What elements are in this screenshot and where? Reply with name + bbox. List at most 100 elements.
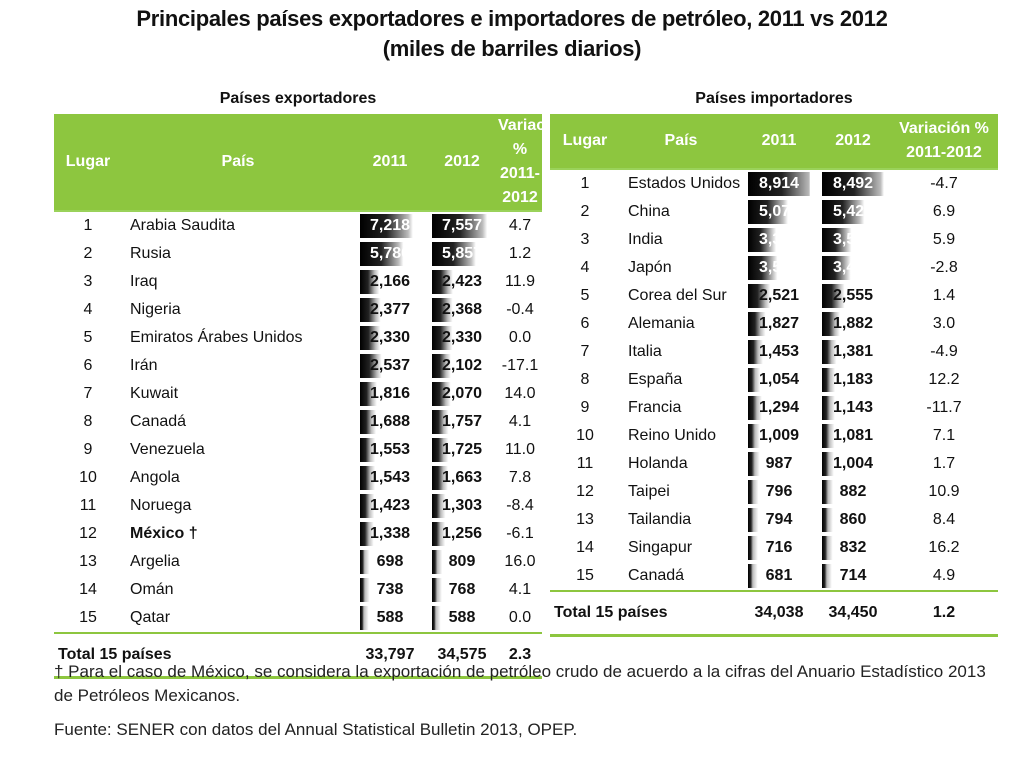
table-row: 14 Omán 738 768 4.1: [54, 576, 542, 604]
value-bar: [822, 200, 884, 224]
value-cell-2012: 8,492: [816, 168, 890, 198]
rank-cell: 11: [79, 497, 97, 514]
variation-cell: 5.9: [932, 231, 956, 248]
value-text: 5,074: [758, 203, 800, 220]
value-cell-2011: 2,537: [354, 352, 426, 380]
country-cell: Canadá: [130, 413, 187, 430]
value-bar: [432, 606, 492, 630]
table-row: 10 Reino Unido 1,009 1,081 7.1: [550, 422, 998, 450]
value-cell-2011: 1,816: [354, 380, 426, 408]
rank-cell: 10: [79, 469, 97, 486]
value-bar: [432, 214, 492, 238]
value-text: 1,423: [369, 497, 411, 514]
value-text: 681: [765, 567, 793, 584]
value-text: 1,256: [441, 525, 483, 542]
value-text: 1,303: [441, 497, 483, 514]
variation-cell: -4.7: [890, 168, 998, 198]
value-text: 3,360: [758, 231, 800, 248]
value-bar: [432, 410, 492, 434]
rank-cell: 6: [580, 315, 590, 332]
value-text: 1,816: [369, 385, 411, 402]
value-cell-2011: 8,914: [742, 168, 816, 198]
value-text: 1,688: [369, 413, 411, 430]
value-text: 2,555: [832, 287, 874, 304]
variation-cell: 7.1: [932, 427, 956, 444]
rank-cell: 11: [576, 455, 594, 472]
value-text: 1,453: [758, 343, 800, 360]
value-cell-2012: 2,070: [426, 380, 498, 408]
value-text: 1,009: [758, 427, 800, 444]
variation-cell: -11.7: [926, 399, 962, 416]
variation-cell: -6.1: [506, 525, 534, 542]
page-title: Principales países exportadores e import…: [136, 6, 888, 31]
table-row: 12 México † 1,338 1,256 -6.1: [54, 520, 542, 548]
variation-cell: 4.9: [932, 567, 956, 584]
rank-cell: 5: [83, 329, 93, 346]
value-cell-2012: 882: [816, 478, 890, 506]
rank-cell: 4: [580, 259, 590, 276]
value-bar: [360, 466, 420, 490]
header-variation-line2: 2011-2012: [906, 144, 982, 161]
value-bar: [748, 536, 810, 560]
value-cell-2012: 768: [426, 576, 498, 604]
value-bar: [748, 480, 810, 504]
rank-cell: 14: [79, 581, 97, 598]
value-bar: [432, 466, 492, 490]
value-bar: [432, 578, 492, 602]
country-cell: Francia: [628, 399, 682, 416]
variation-cell: 16.0: [504, 553, 536, 570]
country-cell: Singapur: [628, 539, 693, 556]
table-row: 3 India 3,360 3,559 5.9: [550, 226, 998, 254]
value-cell-2011: 1,338: [354, 520, 426, 548]
total-var: 2.3: [498, 632, 542, 679]
value-bar: [360, 522, 420, 546]
value-cell-2011: 738: [354, 576, 426, 604]
value-bar: [822, 452, 884, 476]
total-label: Total 15 países: [550, 590, 742, 637]
value-text: 714: [839, 567, 867, 584]
rank-cell: 4: [83, 301, 93, 318]
value-bar: [748, 424, 810, 448]
rank-cell: 5: [580, 287, 590, 304]
header-country: País: [122, 114, 354, 211]
value-cell-2012: 1,303: [426, 492, 498, 520]
value-cell-2011: 698: [354, 548, 426, 576]
value-text: 2,368: [441, 301, 483, 318]
value-text: 2,330: [369, 329, 411, 346]
exporters-body: 1 Arabia Saudita 7,218 7,557 4.7 2 Rusia 5,786 5…: [54, 210, 542, 679]
value-text: 7,218: [369, 217, 411, 234]
value-text: 1,757: [441, 413, 483, 430]
value-bar: [360, 438, 420, 462]
variation-cell: 16.2: [928, 539, 960, 556]
table-row: 5 Corea del Sur 2,521 2,555 1.4: [550, 282, 998, 310]
value-text: 2,377: [369, 301, 411, 318]
value-bar: [822, 312, 884, 336]
country-cell: Angola: [130, 469, 180, 486]
exporters-section-title: Países exportadores: [219, 90, 377, 107]
value-cell-2012: 1,663: [426, 464, 498, 492]
table-row: 13 Tailandia 794 860 8.4: [550, 506, 998, 534]
value-bar: [822, 480, 884, 504]
value-bar: [432, 550, 492, 574]
rank-cell: 13: [79, 553, 97, 570]
value-cell-2012: 588: [426, 604, 498, 633]
value-cell-2011: 2,377: [354, 296, 426, 324]
value-cell-2012: 2,555: [816, 282, 890, 310]
value-text: 1,183: [832, 371, 874, 388]
value-bar: [748, 564, 810, 588]
value-cell-2012: 1,004: [816, 450, 890, 478]
value-cell-2011: 1,009: [742, 422, 816, 450]
value-text: 1,294: [758, 399, 800, 416]
value-bar: [748, 256, 810, 280]
rank-cell: 13: [576, 511, 594, 528]
value-bar: [748, 284, 810, 308]
variation-cell: 4.1: [508, 413, 532, 430]
total-v2012: 34,575: [426, 632, 498, 679]
country-cell: Argelia: [130, 553, 180, 570]
value-cell-2011: 7,218: [354, 210, 426, 240]
value-cell-2011: 5,786: [354, 240, 426, 268]
value-text: 5,424: [832, 203, 874, 220]
value-text: 7,557: [441, 217, 483, 234]
value-text: 1,725: [441, 441, 483, 458]
value-text: 1,143: [832, 399, 874, 416]
